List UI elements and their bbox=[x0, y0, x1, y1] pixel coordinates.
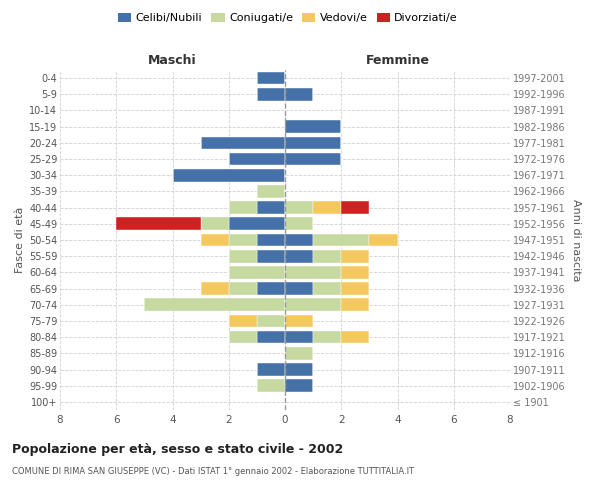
Bar bbox=[285, 136, 341, 149]
Bar bbox=[285, 234, 313, 246]
Y-axis label: Anni di nascita: Anni di nascita bbox=[571, 198, 581, 281]
Bar bbox=[200, 282, 229, 295]
Bar bbox=[229, 250, 257, 262]
Bar bbox=[313, 234, 370, 246]
Bar bbox=[341, 282, 370, 295]
Bar bbox=[173, 169, 285, 181]
Text: COMUNE DI RIMA SAN GIUSEPPE (VC) - Dati ISTAT 1° gennaio 2002 - Elaborazione TUT: COMUNE DI RIMA SAN GIUSEPPE (VC) - Dati … bbox=[12, 468, 414, 476]
Bar bbox=[200, 234, 229, 246]
Y-axis label: Fasce di età: Fasce di età bbox=[14, 207, 25, 273]
Bar bbox=[285, 282, 313, 295]
Bar bbox=[257, 314, 285, 328]
Bar bbox=[341, 298, 370, 311]
Bar bbox=[285, 250, 313, 262]
Bar bbox=[257, 250, 285, 262]
Bar bbox=[285, 314, 313, 328]
Bar bbox=[257, 88, 285, 101]
Bar bbox=[229, 234, 257, 246]
Bar bbox=[257, 185, 285, 198]
Bar bbox=[257, 282, 285, 295]
Legend: Celibi/Nubili, Coniugati/e, Vedovi/e, Divorziati/e: Celibi/Nubili, Coniugati/e, Vedovi/e, Di… bbox=[113, 8, 463, 28]
Bar bbox=[229, 152, 285, 166]
Bar bbox=[285, 298, 341, 311]
Bar bbox=[313, 331, 341, 344]
Bar bbox=[285, 88, 313, 101]
Bar bbox=[285, 120, 341, 133]
Bar bbox=[229, 218, 285, 230]
Bar bbox=[229, 282, 257, 295]
Text: Popolazione per età, sesso e stato civile - 2002: Popolazione per età, sesso e stato civil… bbox=[12, 442, 343, 456]
Bar bbox=[285, 266, 341, 278]
Bar bbox=[313, 282, 341, 295]
Bar bbox=[145, 298, 285, 311]
Bar bbox=[229, 331, 257, 344]
Bar bbox=[285, 363, 313, 376]
Bar bbox=[257, 202, 285, 214]
Bar bbox=[285, 331, 313, 344]
Bar bbox=[116, 218, 200, 230]
Bar bbox=[229, 202, 257, 214]
Bar bbox=[341, 266, 370, 278]
Bar bbox=[313, 250, 341, 262]
Bar bbox=[285, 380, 313, 392]
Bar bbox=[200, 218, 229, 230]
Text: Maschi: Maschi bbox=[148, 54, 197, 67]
Bar bbox=[285, 347, 313, 360]
Bar bbox=[341, 202, 370, 214]
Bar bbox=[313, 202, 341, 214]
Bar bbox=[285, 218, 313, 230]
Bar bbox=[341, 331, 370, 344]
Bar bbox=[341, 250, 370, 262]
Bar bbox=[257, 363, 285, 376]
Bar bbox=[285, 202, 313, 214]
Bar bbox=[257, 72, 285, 85]
Bar bbox=[200, 136, 285, 149]
Bar bbox=[285, 152, 341, 166]
Bar bbox=[257, 380, 285, 392]
Bar bbox=[257, 331, 285, 344]
Bar bbox=[229, 314, 257, 328]
Text: Femmine: Femmine bbox=[365, 54, 430, 67]
Bar bbox=[257, 234, 285, 246]
Bar bbox=[229, 266, 285, 278]
Bar bbox=[370, 234, 398, 246]
